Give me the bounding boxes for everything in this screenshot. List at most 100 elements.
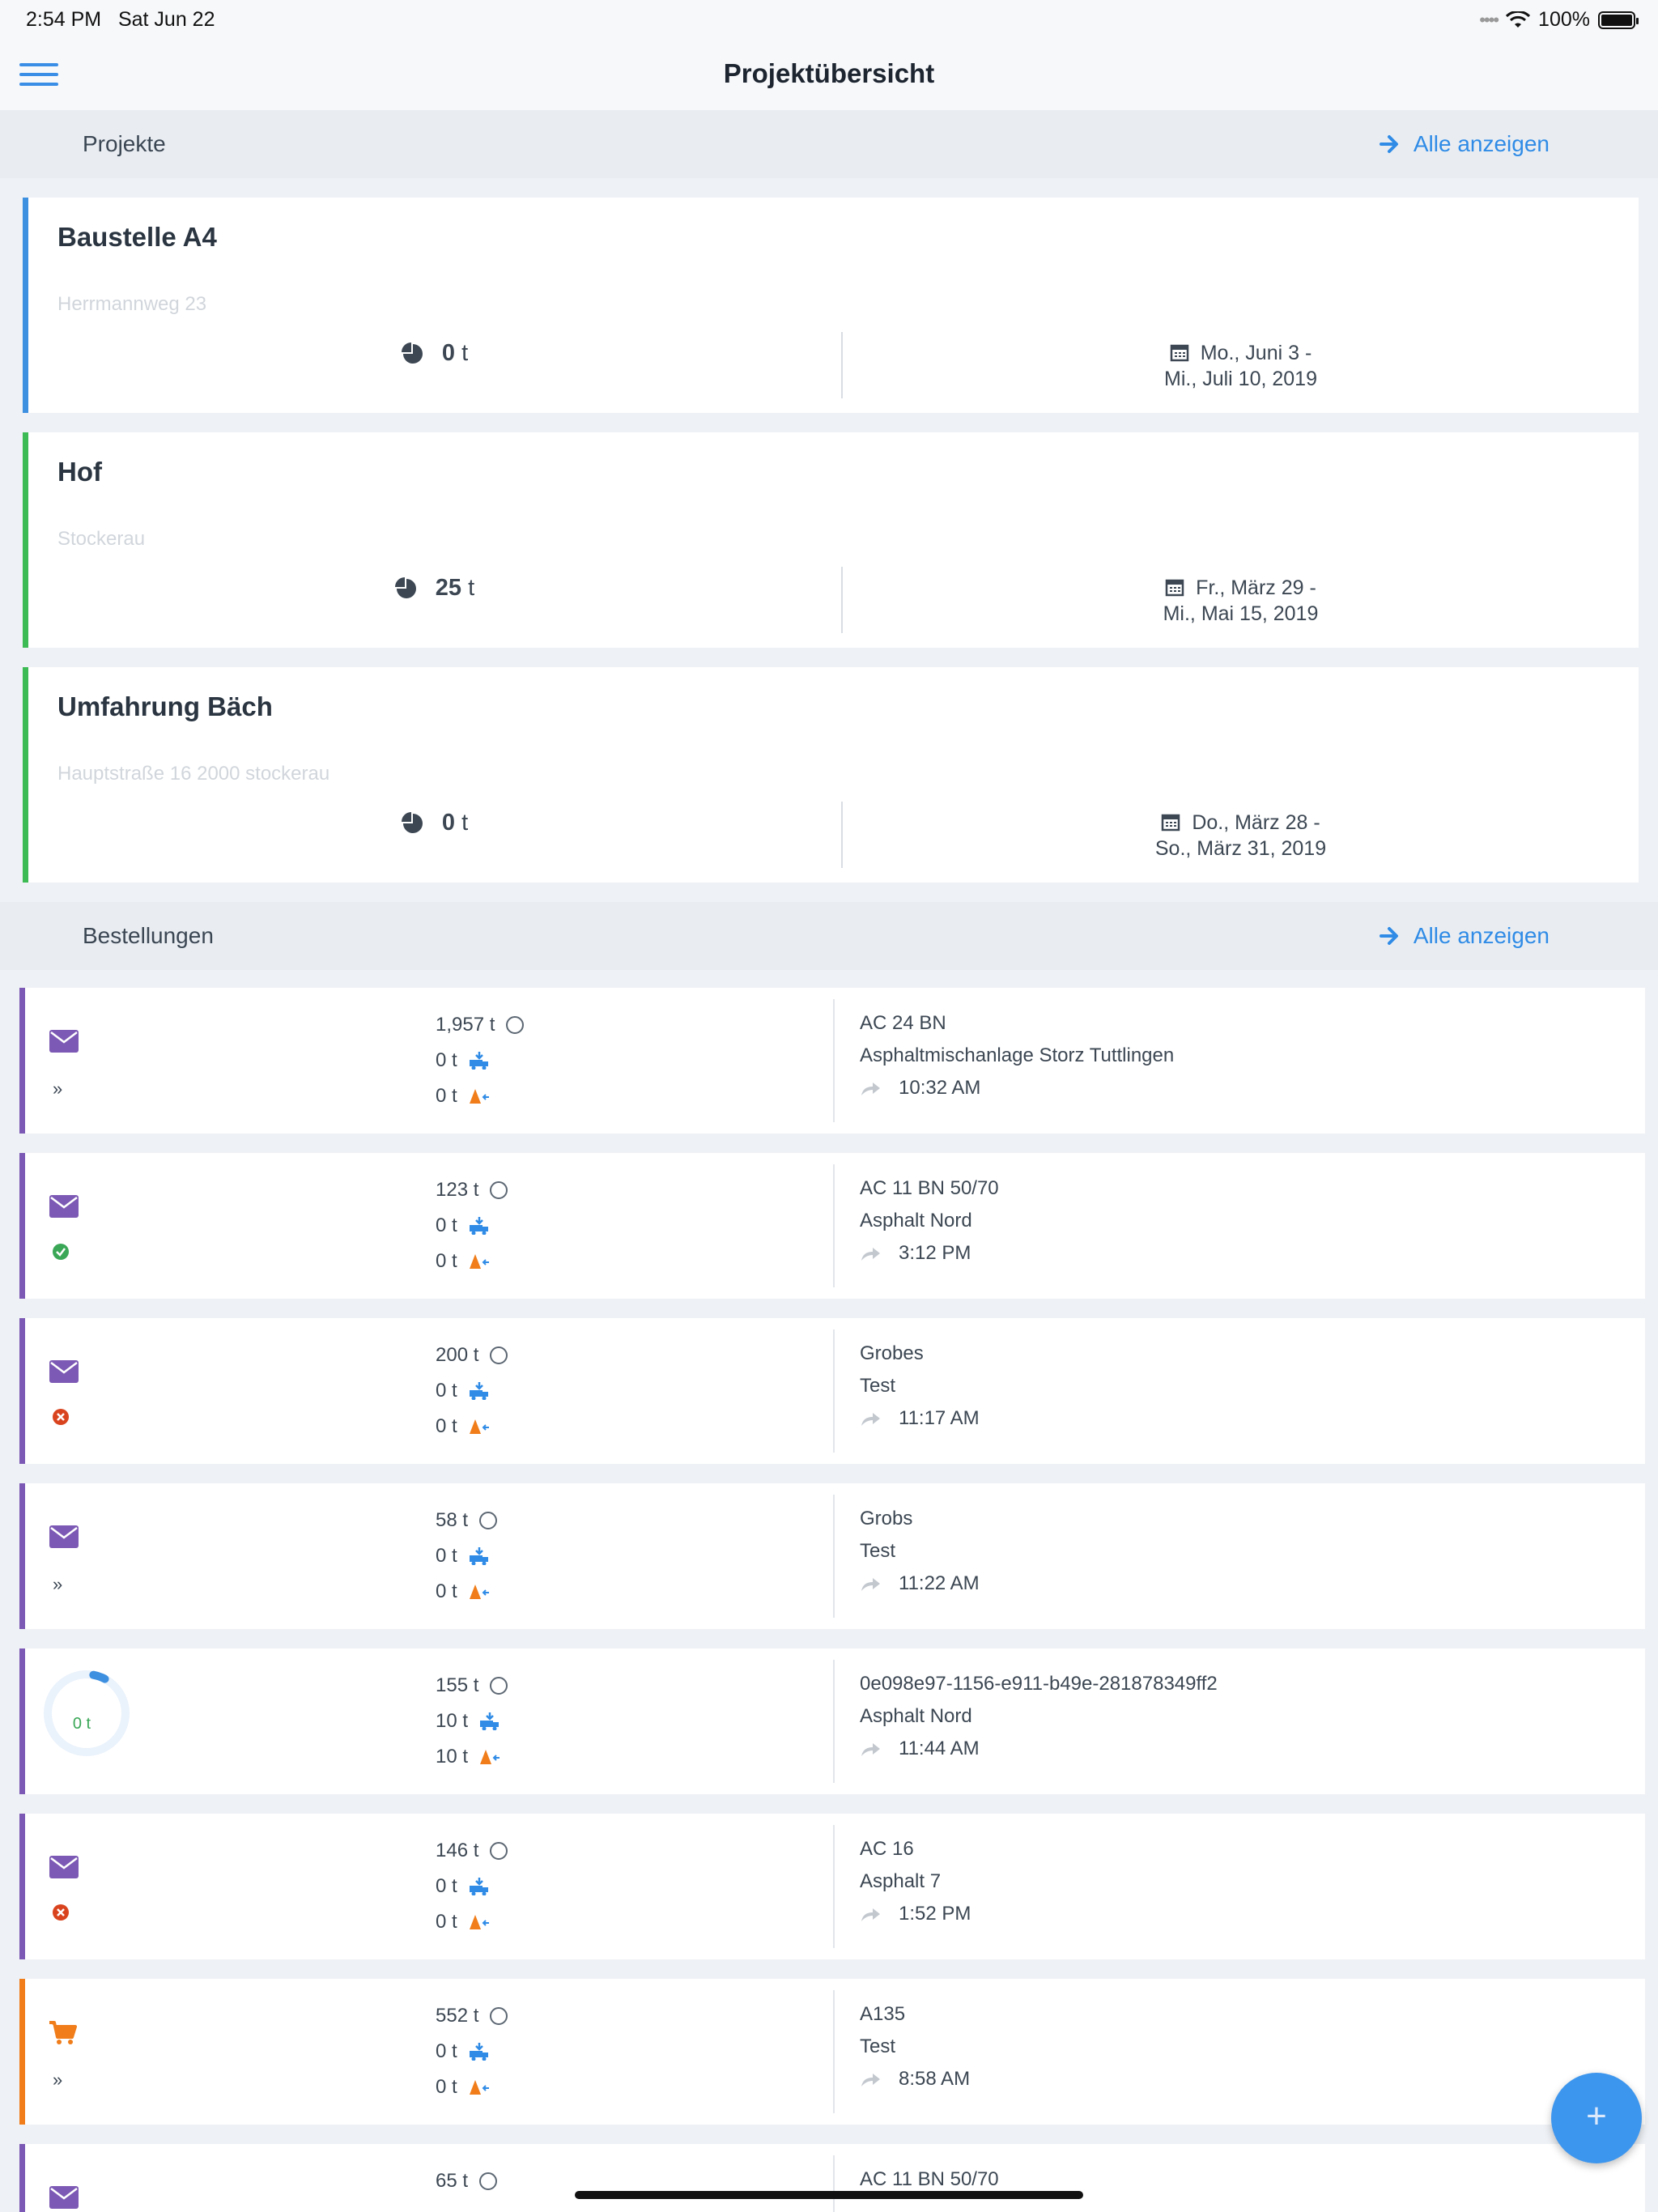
order-time: 11:17 AM [899,1407,980,1429]
project-dates: Mo., Juni 3 - Mi., Juli 10, 2019 [843,340,1639,392]
add-button[interactable]: + [1551,2073,1642,2163]
return-cone-icon [469,1089,489,1104]
calendar-icon [1170,344,1188,362]
card-divider [841,567,843,633]
project-name: Umfahrung Bäch [57,691,273,721]
project-date-start: Mo., Juni 3 - [1200,342,1312,364]
envelope-icon [49,1360,79,1383]
order-info: 0e098e97-1156-e911-b49e-281878349ff2 Asp… [860,1668,1218,1765]
circle-icon [490,1842,508,1860]
order-substatus-icon [53,1244,69,1265]
order-delivered-tons: 0 t [436,1380,457,1402]
order-plant: Test [860,2035,896,2057]
order-ordered-tons: 58 t [436,1509,469,1531]
order-returned-tons: 0 t [436,2076,457,2098]
order-quantities: 146 t 0 t 0 t [436,1833,508,1940]
circle-icon [506,1016,525,1034]
page-title: Projektübersicht [723,58,935,88]
order-substatus-icon [53,1409,69,1430]
order-card[interactable]: 65 t AC 11 BN 50/70 [19,2144,1645,2212]
order-card[interactable]: » 1,957 t 0 t 0 t AC 24 BN Asphaltmischa… [19,988,1645,1134]
order-delivered-tons: 10 t [436,1710,469,1732]
truck-icon [469,1052,488,1070]
projects-show-all-link[interactable]: Alle anzeigen [1379,131,1550,157]
home-indicator[interactable] [575,2191,1083,2199]
project-address: Stockerau [57,528,146,550]
return-cone-icon [469,1254,489,1269]
order-time: 11:22 AM [899,1572,980,1594]
envelope-icon [49,1030,79,1053]
order-ordered-tons: 123 t [436,1179,479,1201]
project-dates: Do., März 28 - So., März 31, 2019 [843,810,1639,861]
error-circle-icon [53,1409,69,1425]
order-card[interactable]: 146 t 0 t 0 t AC 16 Asphalt 7 1:52 PM [19,1814,1645,1959]
projects-section-header: Projekte Alle anzeigen [0,110,1658,178]
forward-arrow-icon [861,1743,880,1756]
battery-percent: 100% [1538,8,1590,31]
wifi-icon [1506,11,1531,28]
order-info: AC 24 BN Asphaltmischanlage Storz Tuttli… [860,1007,1174,1104]
orders-show-all-link[interactable]: Alle anzeigen [1379,923,1550,949]
order-card[interactable]: 0 t 155 t 10 t 10 t 0e098e97-1156-e911-b… [19,1648,1645,1794]
circle-icon [490,1677,508,1695]
card-divider [833,999,835,1122]
status-bar: 2:54 PM Sat Jun 22 •••• 100% [0,0,1658,39]
return-cone-icon [469,1419,489,1434]
project-tons: 0 t [28,810,841,836]
order-quantities: 552 t 0 t 0 t [436,1998,508,2105]
order-ordered-tons: 155 t [436,1674,479,1696]
order-status-icon [49,1360,79,1387]
order-time: 11:44 AM [899,1738,980,1759]
order-card[interactable]: » 58 t 0 t 0 t Grobs Test 11:22 AM [19,1483,1645,1629]
order-delivered-tons: 0 t [436,1545,457,1567]
circle-icon [490,1346,508,1364]
double-chevron-icon: » [53,1078,63,1099]
forward-arrow-icon [861,1578,880,1591]
order-card[interactable]: » 552 t 0 t 0 t A135 Test 8:58 AM [19,1979,1645,2125]
check-circle-icon [53,1244,69,1260]
order-info: AC 11 BN 50/70 Asphalt Nord 3:12 PM [860,1172,999,1270]
progress-ring-text: 0 t [72,1715,91,1733]
project-card[interactable]: Baustelle A4 Herrmannweg 23 0 t Mo., Jun… [23,198,1639,413]
order-status-icon [49,1856,79,1882]
order-card[interactable]: 200 t 0 t 0 t Grobes Test 11:17 AM [19,1318,1645,1464]
orders-section-header: Bestellungen Alle anzeigen [0,902,1658,970]
order-quantities: 1,957 t 0 t 0 t [436,1007,525,1114]
order-info: Grobs Test 11:22 AM [860,1503,980,1600]
card-divider [833,1495,835,1618]
order-quantities: 155 t 10 t 10 t [436,1668,508,1775]
order-returned-tons: 0 t [436,1911,457,1933]
order-returned-tons: 0 t [436,1085,457,1107]
circle-icon [479,2172,498,2190]
order-material: AC 11 BN 50/70 [860,2168,999,2190]
project-date-start: Fr., März 29 - [1196,576,1316,599]
project-date-end: Mi., Juli 10, 2019 [1164,368,1317,390]
forward-arrow-icon [861,1908,880,1921]
project-card[interactable]: Umfahrung Bäch Hauptstraße 16 2000 stock… [23,667,1639,883]
forward-arrow-icon [861,2074,880,2087]
arrow-right-icon [1379,927,1398,945]
order-status-icon [49,2021,77,2049]
menu-icon[interactable] [19,63,58,87]
order-delivered-tons: 0 t [436,2040,457,2062]
project-tons-unit: t [461,810,469,836]
order-status-icon [49,1525,79,1552]
order-substatus-icon: » [53,1574,62,1595]
order-substatus-icon: » [53,1078,62,1100]
orders-section-label: Bestellungen [83,923,214,948]
forward-arrow-icon [861,1083,880,1095]
order-plant: Asphalt Nord [860,1210,972,1231]
forward-arrow-icon [861,1248,880,1261]
error-circle-icon [53,1904,69,1921]
envelope-icon [49,1195,79,1218]
project-card[interactable]: Hof Stockerau 25 t Fr., März 29 - Mi., M… [23,432,1639,648]
circle-icon [490,1181,508,1199]
order-quantities: 123 t 0 t 0 t [436,1172,508,1279]
order-card[interactable]: 123 t 0 t 0 t AC 11 BN 50/70 Asphalt Nor… [19,1153,1645,1299]
nav-bar: Projektübersicht [0,39,1658,110]
order-returned-tons: 0 t [436,1415,457,1437]
truck-icon [469,1547,488,1565]
truck-icon [469,1382,488,1400]
project-address: Hauptstraße 16 2000 stockerau [57,763,330,785]
card-divider [833,1329,835,1453]
